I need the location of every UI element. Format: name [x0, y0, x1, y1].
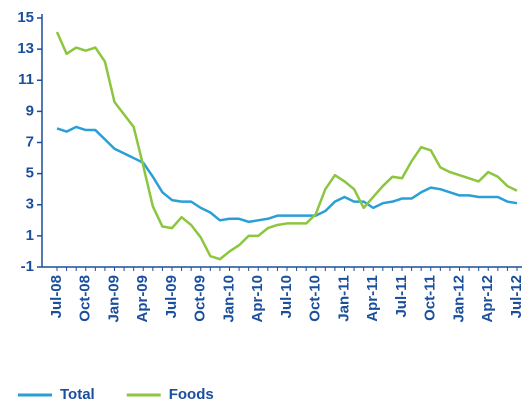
y-tick-label: 13: [17, 40, 34, 57]
x-tick-label: Jan-12: [450, 275, 467, 323]
line-series: [55, 31, 518, 261]
x-tick-label: Jan-09: [105, 275, 122, 323]
x-tick-label: Jul-12: [508, 275, 525, 318]
x-tick-label: Apr-09: [134, 275, 151, 323]
x-tick-label: Apr-11: [364, 275, 381, 322]
x-tick-label: Jul-11: [393, 275, 410, 318]
legend-label: Total: [60, 386, 95, 403]
x-tick-label: Apr-10: [249, 275, 266, 323]
y-tick-label: 7: [26, 133, 34, 150]
x-tick-label: Jul-09: [163, 275, 180, 318]
y-tick-label: 3: [26, 196, 34, 213]
x-tick-label: Oct-08: [77, 275, 94, 322]
y-tick-label: 9: [26, 102, 34, 119]
y-tick-label: 15: [17, 9, 34, 26]
y-tick-label: -1: [21, 258, 34, 275]
x-tick-label: Jul-10: [278, 275, 295, 318]
y-tick-label: 5: [26, 165, 34, 182]
legend-label: Foods: [169, 386, 214, 403]
x-tick-label: Oct-10: [307, 275, 324, 322]
x-tick-label: Jul-08: [48, 275, 65, 318]
x-tick-label: Jan-10: [220, 275, 237, 323]
x-tick-label: Oct-09: [192, 275, 209, 322]
y-tick-label: 1: [26, 227, 34, 244]
y-tick-label: 11: [18, 71, 34, 88]
x-tick-label: Apr-12: [479, 275, 496, 323]
line-series: [56, 125, 518, 224]
x-tick-label: Oct-11: [422, 275, 439, 321]
x-tick-label: Jan-11: [335, 275, 352, 322]
